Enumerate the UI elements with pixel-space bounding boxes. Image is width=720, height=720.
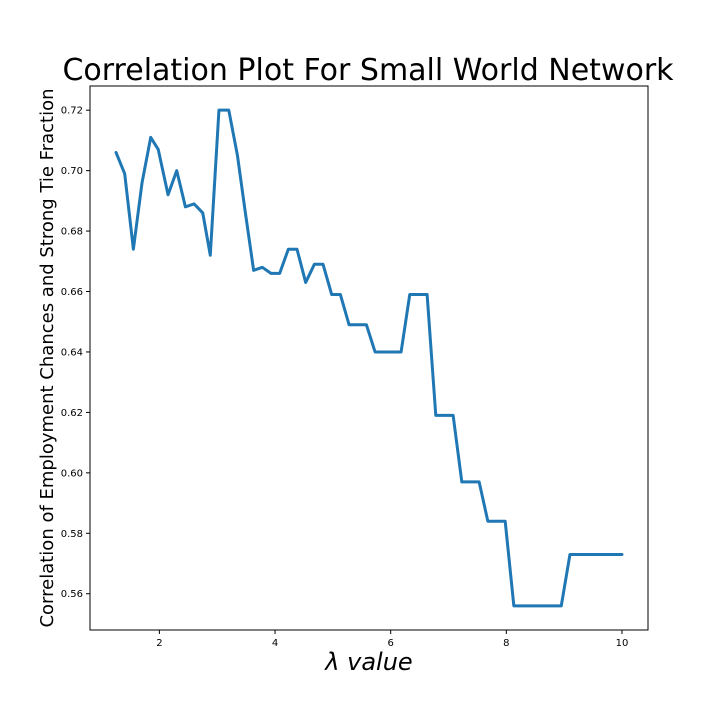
y-tick-label: 0.72 — [61, 106, 83, 117]
series-line — [114, 108, 624, 608]
plot-frame — [89, 85, 649, 631]
y-tick-label: 0.62 — [61, 408, 83, 419]
x-axis-ticks: 2 4 6 8 10 — [156, 630, 628, 649]
x-axis-label: λ value — [323, 648, 412, 676]
y-tick-label: 0.58 — [61, 529, 83, 540]
y-tick-label: 0.70 — [61, 166, 83, 177]
x-tick-label: 6 — [387, 638, 393, 649]
y-axis-ticks: 0.56 0.58 0.60 0.62 0.64 0.66 0.68 0.70 0.72 — [61, 106, 90, 600]
y-axis-label: Correlation of Employment Chances and St… — [37, 88, 58, 627]
y-tick-label: 0.66 — [61, 287, 83, 298]
y-tick-label: 0.56 — [61, 589, 83, 600]
x-tick-label: 2 — [156, 638, 162, 649]
y-tick-label: 0.68 — [61, 227, 83, 238]
x-tick-label: 10 — [616, 638, 629, 649]
x-tick-label: 4 — [272, 638, 278, 649]
x-tick-label: 8 — [503, 638, 509, 649]
y-tick-label: 0.64 — [61, 347, 83, 358]
plot-area: 2 4 6 8 10 0.560.580.600.620.640.660.680.700… — [61, 85, 649, 649]
y-tick-label: 0.60 — [61, 468, 83, 479]
chart-title: Correlation Plot For Small World Network — [62, 53, 674, 88]
